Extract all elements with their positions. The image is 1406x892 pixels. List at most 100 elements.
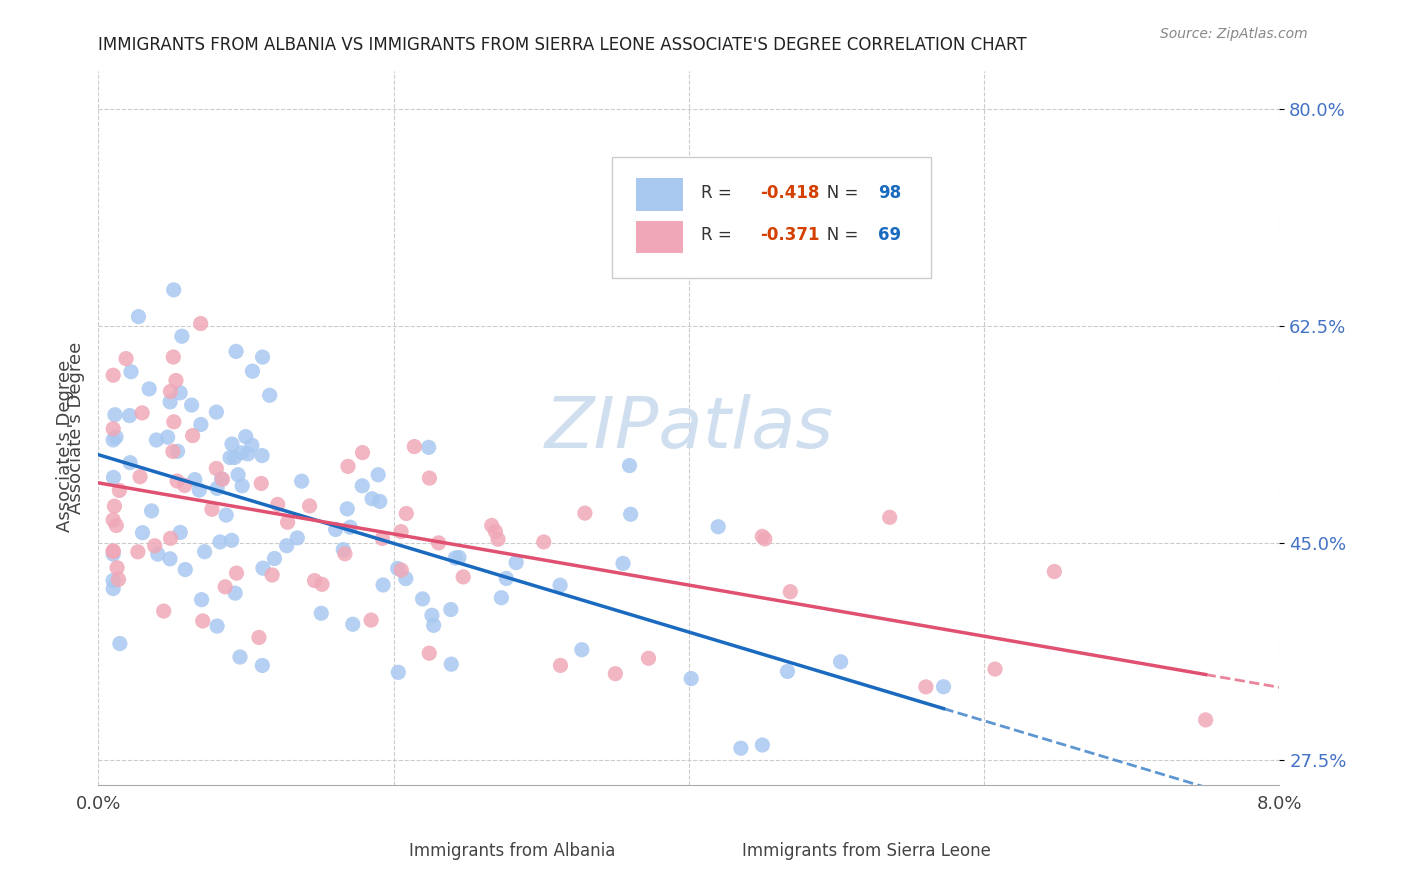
Point [730,741,752,756]
Point [368,494,391,508]
Point [915,680,938,694]
Point [184,473,207,487]
Point [418,471,440,485]
Point [751,529,773,543]
Point [205,461,228,475]
Point [367,467,389,482]
Point [371,532,394,546]
Point [352,445,374,459]
Point [226,467,249,482]
Point [215,508,238,522]
Point [152,604,174,618]
Point [447,550,470,565]
Point [422,618,444,632]
Point [205,619,228,633]
Point [371,578,394,592]
Point [159,384,181,399]
Point [304,574,326,588]
Point [190,417,212,432]
Point [311,577,333,591]
Point [105,430,128,444]
Point [481,518,503,533]
Point [776,665,799,679]
Point [291,474,314,488]
Point [387,561,409,575]
FancyBboxPatch shape [636,221,683,253]
FancyBboxPatch shape [636,178,683,211]
Point [127,545,149,559]
Point [103,582,125,596]
Point [224,586,246,600]
Point [361,491,384,506]
Point [548,578,571,592]
Point [550,658,572,673]
Text: R =: R = [700,227,737,244]
Text: 98: 98 [877,184,901,202]
Point [751,738,773,752]
Point [224,450,246,465]
Point [169,525,191,540]
Point [231,479,253,493]
Point [229,650,252,665]
Text: -0.418: -0.418 [759,184,820,202]
Point [612,557,634,571]
Point [263,551,285,566]
Text: ZIPatlas: ZIPatlas [544,393,834,463]
Point [163,415,186,429]
Point [103,513,125,527]
Point [190,592,212,607]
Point [247,631,270,645]
Point [491,591,513,605]
Point [165,374,187,388]
Point [205,482,228,496]
Point [146,547,169,561]
Point [163,283,186,297]
Point [574,506,596,520]
Point [211,472,233,486]
Point [221,437,243,451]
Point [298,499,321,513]
Point [266,498,288,512]
Point [1043,565,1066,579]
Text: N =: N = [811,184,863,202]
Point [495,571,517,585]
Point [120,365,142,379]
Point [336,501,359,516]
Point [505,556,527,570]
Point [118,409,141,423]
Point [418,646,440,660]
Point [333,547,356,561]
Point [259,388,281,402]
Point [221,533,243,548]
Point [533,535,555,549]
Point [242,364,264,378]
Point [219,450,242,465]
Point [276,539,298,553]
Point [332,542,354,557]
Point [236,447,259,461]
FancyBboxPatch shape [405,826,434,853]
Point [103,470,125,484]
Point [115,351,138,366]
Point [103,544,125,558]
FancyBboxPatch shape [737,826,766,853]
Y-axis label: Associate's Degree: Associate's Degree [66,342,84,515]
Point [420,608,443,623]
Point [188,483,211,497]
Point [250,449,273,463]
Point [103,433,125,447]
Point [131,406,153,420]
Point [250,476,273,491]
Point [389,563,412,577]
Point [418,441,440,455]
Point [309,607,332,621]
Point [145,433,167,447]
Point [162,350,184,364]
Point [984,662,1007,676]
Point [262,568,284,582]
Point [252,350,274,364]
Point [342,617,364,632]
Point [208,535,231,549]
Point [181,428,204,442]
Point [486,533,509,547]
